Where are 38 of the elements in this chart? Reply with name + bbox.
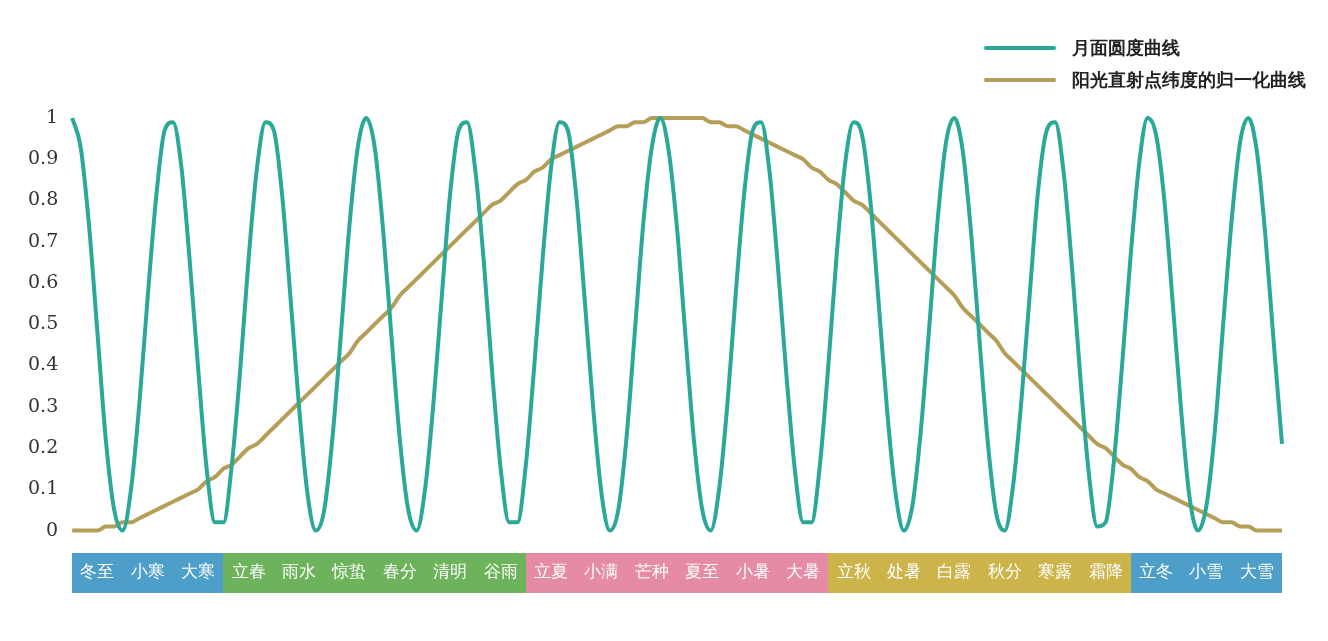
x-tick-label: 立春 (231, 561, 266, 582)
x-tick-label: 小寒 (130, 561, 165, 582)
x-tick-label: 芒种 (634, 561, 669, 582)
x-tick-label: 大暑 (786, 561, 821, 582)
x-tick-label: 小满 (584, 561, 619, 582)
y-tick-label: 0.3 (28, 393, 59, 416)
x-tick-label: 小暑 (735, 561, 770, 582)
x-tick-label: 雨水 (282, 561, 317, 582)
x-tick-label: 谷雨 (483, 561, 518, 582)
x-tick-label: 夏至 (685, 561, 720, 582)
line-series (70, 116, 1284, 533)
y-tick-label: 0.7 (28, 228, 59, 251)
x-tick-label: 寒露 (1038, 561, 1073, 582)
x-tick-label: 秋分 (987, 561, 1022, 582)
x-tick-label: 处暑 (886, 561, 921, 582)
x-tick-label: 清明 (433, 561, 468, 582)
y-tick-label: 0.8 (28, 187, 59, 210)
x-tick-label: 立秋 (836, 561, 871, 582)
legend-label: 月面圆度曲线 (1072, 36, 1180, 60)
y-tick-label: 0.5 (28, 311, 59, 334)
y-tick-label: 1 (46, 104, 59, 127)
x-tick-label: 白露 (937, 561, 972, 582)
y-tick-label: 0.6 (28, 269, 59, 292)
x-tick-label: 大雪 (1239, 561, 1274, 582)
y-tick-label: 0.4 (28, 352, 59, 375)
x-tick-label: 立冬 (1138, 561, 1173, 582)
x-tick-label: 惊蛰 (331, 561, 367, 582)
legend-label: 阳光直射点纬度的归一化曲线 (1072, 68, 1306, 92)
y-tick-label: 0 (46, 517, 59, 540)
x-tick-label: 立夏 (534, 561, 569, 582)
x-tick-label: 霜降 (1088, 561, 1123, 582)
y-tick-label: 0.9 (28, 146, 59, 169)
x-tick-label: 小雪 (1189, 561, 1224, 582)
y-tick-label: 0.1 (28, 476, 59, 499)
y-tick-label: 0.2 (28, 435, 59, 458)
x-tick-label: 冬至 (80, 561, 115, 582)
x-tick-label: 大寒 (181, 561, 216, 582)
x-tick-label: 春分 (382, 561, 417, 582)
